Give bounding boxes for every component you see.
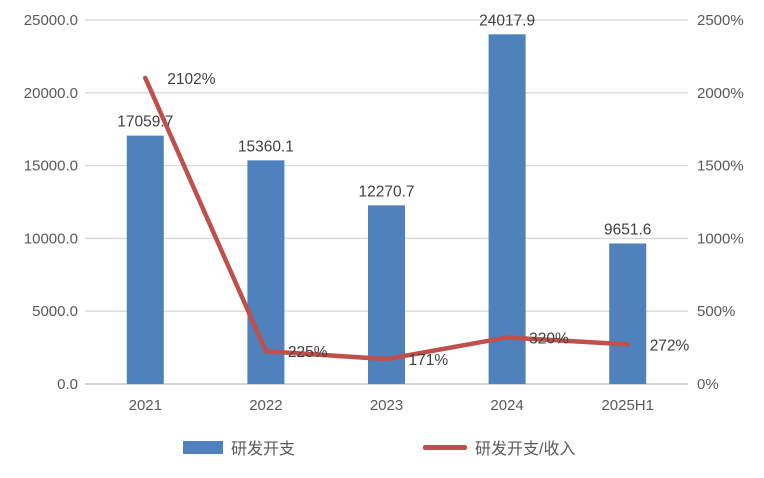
bar-series-label: 研发开支 (231, 441, 296, 458)
x-axis-label-2022: 2022 (249, 397, 282, 414)
y-left-tick-label: 25000.0 (24, 12, 78, 29)
bar-2021 (126, 135, 164, 384)
bar-data-label: 24017.9 (479, 12, 535, 29)
line-data-label: 320% (529, 330, 569, 347)
y-right-tick-label: 500% (697, 303, 735, 320)
bar-data-label: 17059.7 (117, 114, 173, 131)
y-right-tick-label: 1500% (697, 158, 744, 175)
legend-item-line-series: 研发开支/收入 (423, 434, 575, 460)
y-right-tick-label: 0% (697, 376, 719, 393)
y-left-tick-label: 5000.0 (32, 303, 78, 320)
bar-data-label: 9651.6 (604, 221, 651, 238)
line-series-label: 研发开支/收入 (475, 441, 576, 458)
legend: 研发开支 研发开支/收入 (0, 434, 764, 464)
line-series (143, 75, 630, 362)
bar-series-swatch (183, 440, 223, 454)
legend-item-bar-series: 研发开支 (183, 434, 295, 460)
bar-2023 (368, 205, 405, 384)
y-right-tick-label: 2000% (697, 85, 744, 102)
y-left-tick-label: 0.0 (57, 376, 78, 393)
x-axis-label-2023: 2023 (370, 397, 403, 414)
bar-2024 (488, 34, 526, 384)
bar-2025H1 (609, 243, 647, 384)
y-left-tick-label: 20000.0 (24, 85, 78, 102)
bar-data-label: 12270.7 (358, 183, 414, 200)
y-left-tick-label: 15000.0 (24, 158, 78, 175)
line-data-label: 2102% (167, 71, 215, 88)
y-left-tick-label: 10000.0 (24, 230, 78, 247)
x-axis-label-2021: 2021 (129, 397, 162, 414)
line-data-label: 225% (288, 344, 328, 361)
line-data-label: 272% (650, 337, 690, 354)
y-right-tick-label: 2500% (697, 12, 744, 29)
line-data-label: 171% (409, 352, 449, 369)
x-axis-label-2025H1: 2025H1 (601, 397, 654, 414)
line-series-swatch (423, 444, 467, 450)
bar-data-label: 15360.1 (238, 138, 294, 155)
x-axis-label-2024: 2024 (490, 397, 523, 414)
y-right-tick-label: 1000% (697, 230, 744, 247)
